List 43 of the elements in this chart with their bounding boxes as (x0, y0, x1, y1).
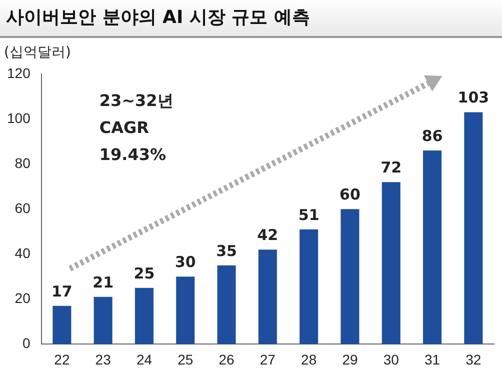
y-axis-title: (십억달러) (4, 44, 71, 61)
y-tick-label: 120 (7, 64, 31, 81)
data-label: 86 (422, 126, 443, 145)
x-tick-label: 23 (95, 351, 112, 368)
x-tick-label: 31 (424, 351, 440, 368)
bar (176, 276, 195, 344)
data-label: 30 (174, 253, 196, 272)
y-tick-label: 60 (14, 200, 31, 216)
x-tick-label: 32 (466, 351, 482, 368)
x-tick-label: 30 (383, 351, 400, 368)
x-tick-label: 26 (218, 351, 235, 368)
data-label: 21 (92, 273, 114, 292)
y-tick-label: 20 (14, 290, 31, 306)
data-label: 51 (298, 206, 320, 224)
x-tick-label: 28 (301, 351, 317, 368)
data-label: 103 (458, 88, 490, 107)
bar (94, 296, 112, 344)
bar (464, 112, 483, 344)
x-tick-label: 24 (136, 351, 152, 368)
data-label: 42 (257, 226, 278, 244)
bar (258, 250, 277, 344)
data-label: 17 (51, 282, 72, 300)
annotation: 23~32년 CAGR 19.43% (99, 91, 174, 164)
y-tick-label: 100 (7, 110, 31, 126)
chart-title: 사이버보안 분야의 AI 시장 규모 예측 (0, 0, 502, 38)
data-label: 35 (216, 242, 237, 260)
y-tick-label: 0 (22, 335, 31, 352)
x-tick-label: 29 (342, 351, 358, 368)
bar (340, 209, 360, 344)
bar (134, 288, 154, 344)
y-tick-label: 40 (14, 244, 31, 261)
data-label: 25 (134, 264, 155, 282)
x-tick-label: 25 (178, 351, 194, 368)
x-tick-label: 27 (260, 351, 276, 368)
bar (52, 306, 72, 344)
bar (217, 265, 236, 344)
bar (423, 150, 442, 344)
bar (300, 229, 318, 344)
bar (382, 182, 400, 344)
y-tick-label: 80 (14, 154, 31, 171)
x-tick-label: 22 (54, 351, 70, 368)
data-label: 72 (380, 158, 402, 176)
data-label: 60 (340, 185, 360, 204)
